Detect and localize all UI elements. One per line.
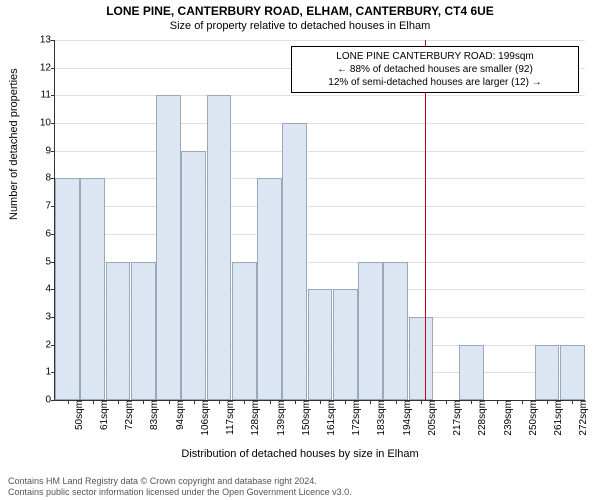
x-tick-mark [295,400,296,404]
y-tick-label: 11 [31,90,55,101]
x-tick-mark [320,400,321,404]
annotation-line1: LONE PINE CANTERBURY ROAD: 199sqm [298,50,572,63]
plot-area: 01234567891011121350sqm61sqm72sqm83sqm94… [54,40,585,401]
bar [409,317,434,400]
chart-container: LONE PINE, CANTERBURY ROAD, ELHAM, CANTE… [0,0,600,500]
grid-line [55,40,585,41]
bar [383,262,408,400]
bar [308,289,333,400]
x-tick-label: 83sqm [147,400,160,430]
x-tick-label: 194sqm [400,400,413,436]
x-tick-label: 217sqm [450,400,463,436]
bar [156,95,181,400]
x-tick-mark [497,400,498,404]
chart-title: LONE PINE, CANTERBURY ROAD, ELHAM, CANTE… [0,0,600,18]
x-tick-mark [446,400,447,404]
y-axis-label: Number of detached properties [8,68,20,220]
y-tick-label: 10 [31,118,55,129]
bar [80,178,105,400]
x-tick-mark [345,400,346,404]
x-tick-mark [396,400,397,404]
x-tick-label: 117sqm [223,400,236,435]
reference-line [425,40,426,400]
grid-line [55,234,585,235]
x-tick-label: 150sqm [299,400,312,436]
grid-line [55,206,585,207]
x-tick-label: 239sqm [501,400,514,436]
x-tick-mark [169,400,170,404]
x-tick-mark [471,400,472,404]
y-tick-label: 4 [31,284,55,295]
x-tick-mark [194,400,195,404]
footer: Contains HM Land Registry data © Crown c… [8,476,352,498]
x-tick-mark [118,400,119,404]
x-tick-label: 205sqm [425,400,438,436]
x-tick-mark [370,400,371,404]
grid-line [55,95,585,96]
bar [257,178,282,400]
bar [106,262,131,400]
bar [459,345,484,400]
x-tick-mark [421,400,422,404]
y-tick-label: 6 [31,228,55,239]
x-tick-mark [219,400,220,404]
x-tick-label: 172sqm [349,400,362,436]
x-tick-label: 106sqm [198,400,211,436]
y-tick-label: 3 [31,311,55,322]
y-tick-label: 2 [31,339,55,350]
y-tick-label: 13 [31,35,55,46]
bar [131,262,156,400]
x-tick-mark [572,400,573,404]
y-tick-label: 7 [31,201,55,212]
x-tick-mark [93,400,94,404]
x-axis-label: Distribution of detached houses by size … [0,448,600,460]
bar [358,262,383,400]
y-tick-label: 9 [31,145,55,156]
x-tick-label: 272sqm [576,400,589,436]
bar [207,95,232,400]
x-tick-mark [244,400,245,404]
annotation-line3: 12% of semi-detached houses are larger (… [298,76,572,89]
x-tick-label: 261sqm [551,400,564,436]
x-tick-mark [143,400,144,404]
x-tick-label: 128sqm [248,400,261,436]
x-tick-label: 161sqm [324,400,337,436]
footer-line1: Contains HM Land Registry data © Crown c… [8,476,352,487]
bar [333,289,358,400]
y-tick-label: 8 [31,173,55,184]
y-tick-label: 5 [31,256,55,267]
footer-line2: Contains public sector information licen… [8,487,352,498]
y-tick-label: 12 [31,62,55,73]
bar [55,178,80,400]
grid-line [55,123,585,124]
x-tick-label: 183sqm [374,400,387,436]
x-tick-label: 94sqm [173,400,186,430]
x-tick-label: 228sqm [475,400,488,436]
x-tick-mark [522,400,523,404]
bar [181,151,206,400]
x-tick-label: 139sqm [274,400,287,436]
y-tick-label: 1 [31,367,55,378]
x-tick-label: 250sqm [526,400,539,436]
x-tick-label: 61sqm [97,400,110,430]
bar [560,345,585,400]
x-tick-label: 50sqm [72,400,85,430]
annotation-box: LONE PINE CANTERBURY ROAD: 199sqm ← 88% … [291,46,579,93]
annotation-line2: ← 88% of detached houses are smaller (92… [298,63,572,76]
grid-line [55,178,585,179]
chart-subtitle: Size of property relative to detached ho… [0,18,600,36]
x-tick-mark [68,400,69,404]
x-tick-mark [547,400,548,404]
bar [232,262,257,400]
x-tick-label: 72sqm [122,400,135,430]
bar [282,123,307,400]
grid-line [55,151,585,152]
x-tick-mark [270,400,271,404]
y-tick-label: 0 [31,395,55,406]
bar [535,345,560,400]
